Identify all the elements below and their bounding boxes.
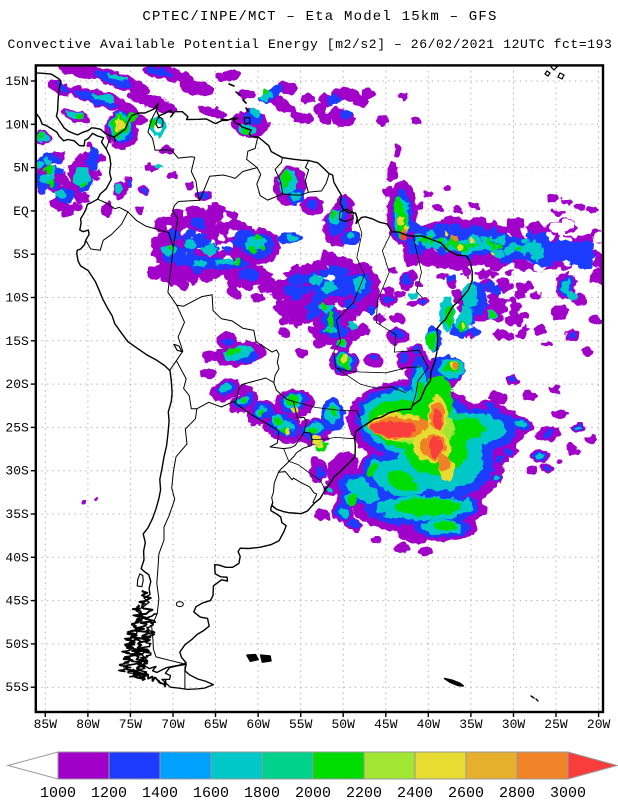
svg-text:40W: 40W [417,717,441,732]
svg-text:30W: 30W [502,717,526,732]
svg-text:CPTEC/INPE/MCT – Eta Model 15: CPTEC/INPE/MCT – Eta Model 15km – GFS [142,9,497,25]
svg-text:2200: 2200 [346,785,382,800]
svg-text:45W: 45W [374,717,398,732]
svg-text:20S: 20S [5,377,29,392]
svg-text:5S: 5S [13,247,29,262]
svg-text:25S: 25S [5,420,29,435]
svg-text:80W: 80W [76,717,100,732]
svg-text:10S: 10S [5,291,29,306]
svg-text:75W: 75W [119,717,143,732]
svg-text:35S: 35S [5,507,29,522]
svg-text:40S: 40S [5,550,29,565]
svg-text:25W: 25W [544,717,568,732]
svg-text:Convective Available Potential: Convective Available Potential Energy [m… [8,37,613,52]
svg-text:10N: 10N [5,117,28,132]
svg-text:50W: 50W [331,717,355,732]
svg-text:1800: 1800 [244,785,280,800]
svg-text:55W: 55W [289,717,313,732]
svg-text:1000: 1000 [40,785,76,800]
svg-text:2600: 2600 [448,785,484,800]
svg-text:1200: 1200 [91,785,127,800]
svg-text:20W: 20W [587,717,611,732]
svg-text:1400: 1400 [142,785,178,800]
svg-text:85W: 85W [34,717,58,732]
svg-text:2800: 2800 [499,785,535,800]
svg-text:60W: 60W [246,717,270,732]
svg-text:30S: 30S [5,464,29,479]
svg-text:3000: 3000 [550,785,586,800]
svg-text:EQ: EQ [13,204,29,219]
svg-text:5N: 5N [13,161,29,176]
svg-text:1600: 1600 [193,785,229,800]
svg-text:15N: 15N [5,74,28,89]
svg-text:70W: 70W [161,717,185,732]
svg-text:65W: 65W [204,717,228,732]
svg-text:2400: 2400 [397,785,433,800]
svg-text:55S: 55S [5,680,29,695]
svg-text:45S: 45S [5,594,29,609]
svg-text:50S: 50S [5,637,29,652]
svg-text:15S: 15S [5,334,29,349]
svg-text:35W: 35W [459,717,483,732]
svg-text:2000: 2000 [295,785,331,800]
